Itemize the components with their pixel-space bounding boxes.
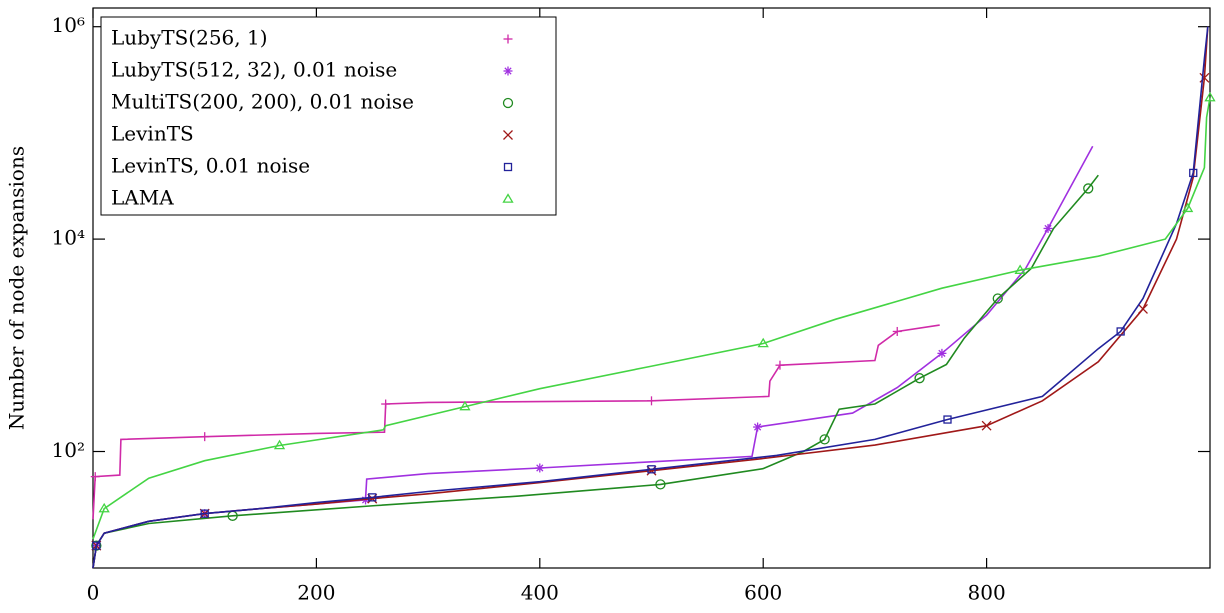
data-marker bbox=[992, 293, 1003, 304]
legend-marker bbox=[503, 34, 513, 44]
data-marker-shape bbox=[819, 434, 830, 445]
data-marker-shape bbox=[273, 439, 286, 450]
x-tick-label: 800 bbox=[968, 581, 1006, 605]
data-marker-shape bbox=[459, 400, 471, 411]
series-line bbox=[92, 97, 1211, 540]
data-marker-shape bbox=[992, 293, 1003, 304]
data-marker bbox=[647, 465, 656, 474]
legend-marker-stroke bbox=[503, 130, 513, 140]
data-marker bbox=[1043, 223, 1053, 233]
data-marker-shape bbox=[1083, 183, 1094, 194]
data-marker bbox=[1189, 168, 1198, 178]
data-marker-shape bbox=[914, 373, 925, 384]
data-marker bbox=[98, 502, 110, 513]
data-marker bbox=[819, 434, 830, 445]
legend-marker bbox=[503, 66, 513, 76]
data-marker bbox=[1116, 327, 1125, 336]
data-marker-shape bbox=[757, 337, 769, 348]
x-tick-label: 600 bbox=[744, 581, 782, 605]
x-tick-label: 400 bbox=[521, 581, 559, 605]
data-marker bbox=[535, 463, 545, 473]
data-marker-shape bbox=[1182, 202, 1194, 213]
data-marker bbox=[892, 326, 902, 336]
plot-frame bbox=[92, 7, 1211, 569]
data-marker bbox=[1199, 72, 1210, 83]
x-tick-label: 200 bbox=[297, 581, 335, 605]
legend-marker bbox=[502, 97, 514, 109]
data-marker-shape bbox=[1189, 168, 1198, 178]
legend-label: MultiTS(200, 200), 0.01 noise bbox=[111, 90, 414, 114]
data-marker-shape bbox=[1014, 264, 1026, 274]
legend-marker-stroke bbox=[504, 67, 512, 75]
data-marker bbox=[981, 420, 992, 431]
data-marker-stroke bbox=[981, 420, 992, 431]
data-marker bbox=[655, 479, 666, 490]
data-marker bbox=[753, 422, 763, 432]
data-marker bbox=[368, 493, 377, 502]
legend-marker bbox=[503, 130, 513, 140]
data-marker bbox=[914, 373, 925, 384]
legend-label: LubyTS(512, 32), 0.01 noise bbox=[111, 58, 397, 82]
data-marker bbox=[90, 472, 100, 482]
data-marker-shape bbox=[98, 502, 110, 513]
data-marker bbox=[937, 348, 947, 358]
y-tick-label: 10⁴ bbox=[52, 226, 85, 250]
data-marker-shape bbox=[368, 493, 377, 502]
data-marker bbox=[943, 415, 952, 424]
legend-marker bbox=[503, 162, 513, 172]
data-marker bbox=[1204, 91, 1216, 102]
data-marker bbox=[92, 541, 101, 550]
data-marker-stroke bbox=[1199, 72, 1210, 83]
data-marker bbox=[1083, 183, 1094, 194]
data-marker bbox=[273, 439, 286, 450]
data-marker bbox=[1182, 202, 1194, 213]
data-marker-shape bbox=[655, 479, 666, 490]
data-marker bbox=[1014, 264, 1026, 274]
data-marker bbox=[381, 399, 391, 409]
data-marker bbox=[647, 396, 656, 406]
series-line bbox=[92, 324, 940, 520]
data-marker-stroke bbox=[1044, 224, 1052, 233]
legend-label: LevinTS bbox=[111, 122, 194, 146]
data-marker-shape bbox=[647, 465, 656, 474]
data-marker bbox=[200, 509, 209, 518]
data-marker-stroke bbox=[1138, 303, 1148, 314]
y-tick-label: 10² bbox=[52, 438, 85, 462]
data-marker-stroke bbox=[938, 349, 946, 357]
data-marker-shape bbox=[92, 541, 101, 550]
data-marker bbox=[775, 360, 785, 370]
data-marker-shape bbox=[1116, 327, 1125, 336]
series-line bbox=[92, 174, 1099, 569]
data-marker-stroke bbox=[754, 423, 762, 431]
data-marker-shape bbox=[943, 415, 952, 424]
data-marker bbox=[459, 400, 471, 411]
x-tick-label: 0 bbox=[87, 581, 100, 605]
data-marker bbox=[200, 432, 210, 442]
legend-marker bbox=[502, 193, 514, 203]
y-tick-label: 10⁶ bbox=[52, 13, 85, 37]
data-marker bbox=[1138, 303, 1148, 314]
legend-marker-shape bbox=[502, 193, 514, 203]
legend-label: LubyTS(256, 1) bbox=[111, 26, 268, 50]
legend-label: LAMA bbox=[111, 186, 174, 210]
y-axis-label: Number of node expansions bbox=[5, 146, 29, 430]
legend-label: LevinTS, 0.01 noise bbox=[111, 154, 310, 178]
legend-box bbox=[100, 16, 557, 216]
data-marker-shape bbox=[200, 509, 209, 518]
data-marker bbox=[757, 337, 769, 348]
legend-marker-shape bbox=[502, 97, 514, 109]
series-line bbox=[92, 26, 1209, 569]
data-marker-stroke bbox=[536, 464, 544, 472]
legend-marker-shape bbox=[503, 162, 513, 172]
data-marker-shape bbox=[1204, 91, 1216, 102]
